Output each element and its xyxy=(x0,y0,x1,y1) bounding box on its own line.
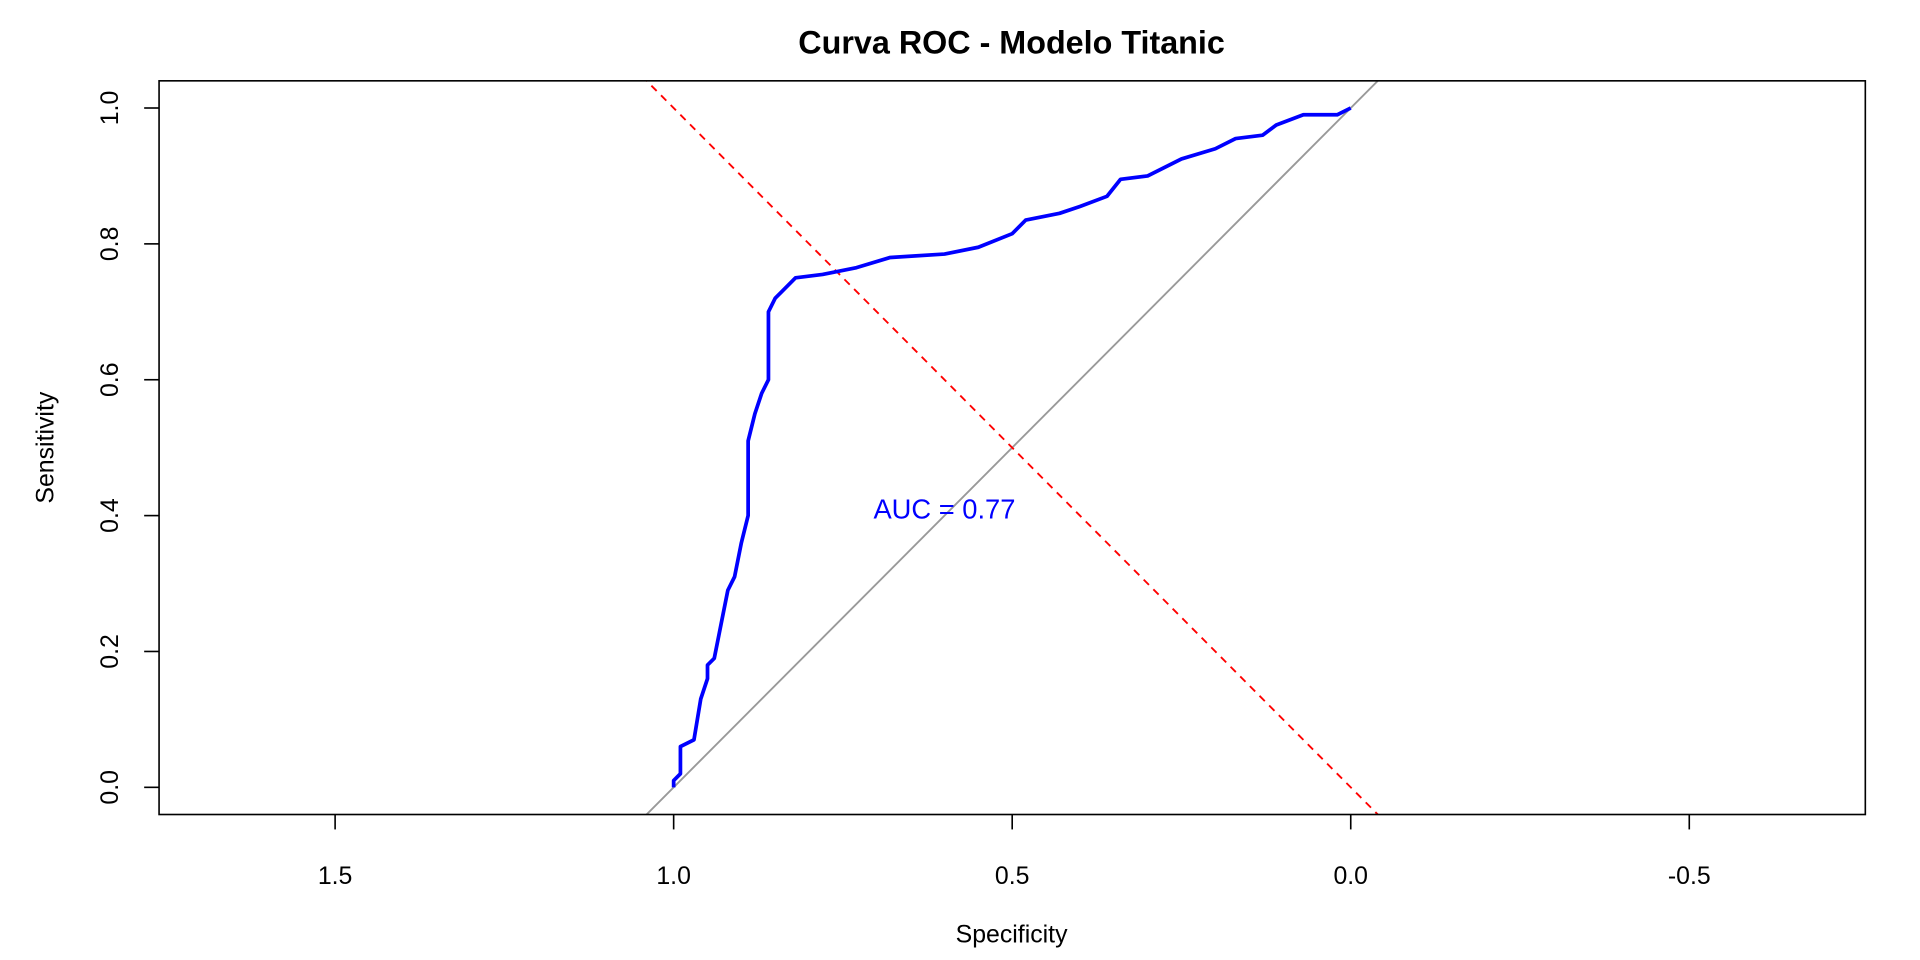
y-axis-label: Sensitivity xyxy=(31,391,59,504)
plot-area xyxy=(645,80,1380,815)
y-tick-label: 0.4 xyxy=(96,498,124,533)
x-tick-label: 1.5 xyxy=(318,862,353,890)
x-tick-label: 0.0 xyxy=(1333,862,1368,890)
x-tick-label: 1.0 xyxy=(656,862,691,890)
x-tick-label: 0.5 xyxy=(995,862,1030,890)
x-axis-label: Specificity xyxy=(956,921,1068,949)
y-tick-label: 0.6 xyxy=(96,362,124,397)
chart-title: Curva ROC - Modelo Titanic xyxy=(798,24,1225,60)
auc-annotation: AUC = 0.77 xyxy=(873,494,1015,525)
y-tick-label: 1.0 xyxy=(96,91,124,126)
y-tick-label: 0.0 xyxy=(96,770,124,805)
y-tick-label: 0.8 xyxy=(96,227,124,262)
identity-line xyxy=(645,80,1380,815)
y-tick-label: 0.2 xyxy=(96,634,124,669)
x-tick-label: -0.5 xyxy=(1668,862,1711,890)
roc-curve xyxy=(671,106,1352,788)
